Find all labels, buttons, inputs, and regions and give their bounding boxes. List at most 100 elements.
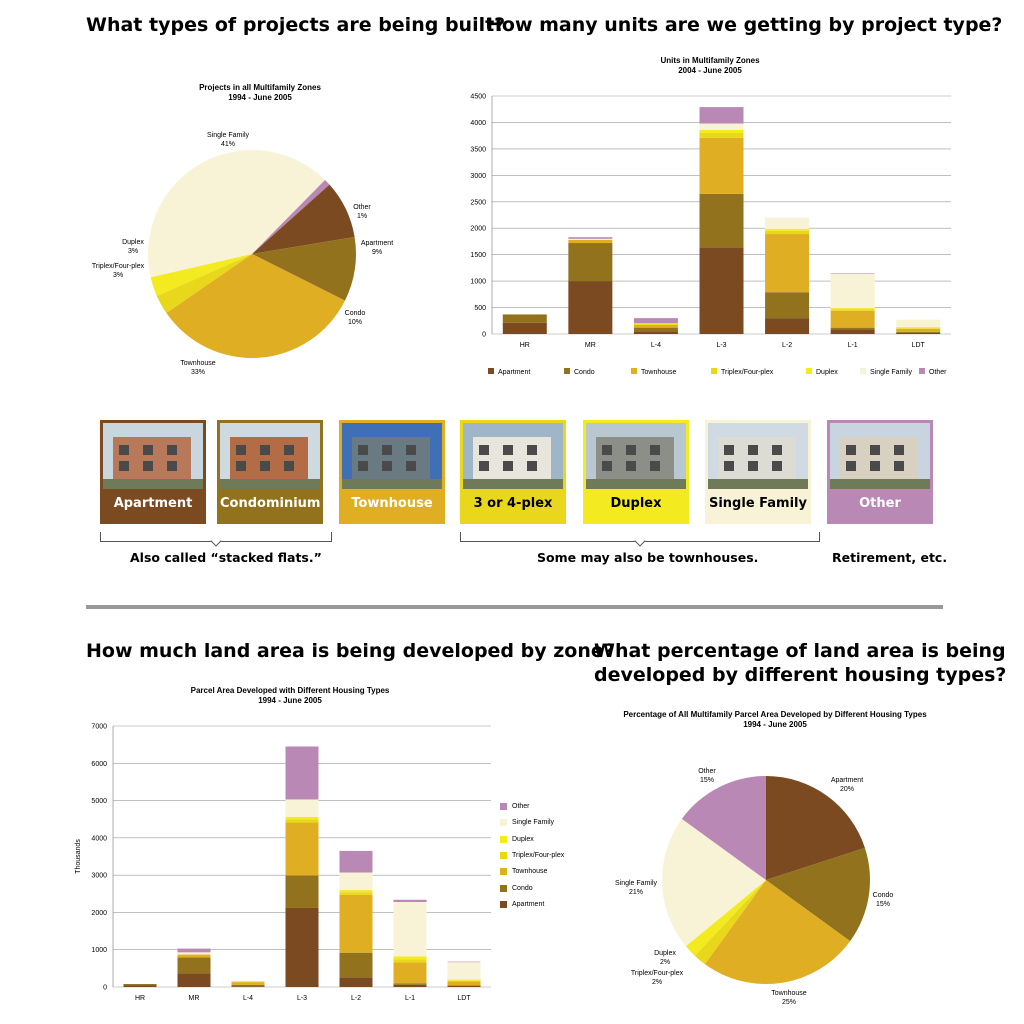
bar1-bar-mr-single-family bbox=[568, 238, 613, 240]
bar1-bar-l-1-duplex bbox=[830, 308, 875, 310]
bar1-bar-l-1-single-family bbox=[830, 273, 875, 309]
bar2-xtick-label: LDT bbox=[457, 995, 471, 1002]
bar1-legend-swatch-apartment bbox=[488, 368, 494, 374]
bar2-bar-l-4-apartment bbox=[231, 986, 265, 987]
apartment-photo bbox=[103, 423, 203, 489]
bar1-legend-label-condo: Condo bbox=[574, 369, 595, 376]
photo-card-label: Duplex bbox=[610, 496, 662, 511]
photo-card-3-or-4-plex: 3 or 4-plex bbox=[460, 420, 566, 524]
bar1-legend-label-duplex: Duplex bbox=[816, 369, 838, 376]
bar1-legend-swatch-single-family bbox=[860, 368, 866, 374]
bar1-bar-l-2-townhouse bbox=[765, 234, 810, 293]
bar1-ytick-label: 4000 bbox=[470, 120, 486, 127]
bar2-xtick-label: L-3 bbox=[297, 995, 307, 1002]
section-divider bbox=[86, 605, 943, 609]
bar1-legend-label-apartment: Apartment bbox=[498, 369, 530, 376]
bar2-bar-l-2-apartment bbox=[339, 977, 373, 987]
bar1-bar-l-2-apartment bbox=[765, 318, 810, 334]
bar2-bar-l-3-condo bbox=[285, 875, 319, 908]
pie2-pct-condo: 15% bbox=[876, 901, 890, 908]
bar2-bar-l-3-other bbox=[285, 746, 319, 800]
pie2-slice-condo bbox=[766, 847, 870, 942]
bar1-xtick-label: MR bbox=[585, 342, 596, 349]
pie1-label-other: Other bbox=[353, 204, 371, 211]
bar2-bar-ldt-condo bbox=[447, 985, 481, 986]
photo-card-label: Apartment bbox=[113, 496, 193, 511]
bar1-bar-l-4-other bbox=[633, 318, 678, 324]
photo-card-label: Condominium bbox=[220, 496, 321, 511]
pie1-title-block: Projects in all Multifamily Zones 1994 -… bbox=[140, 83, 380, 103]
pie2-label-triplex-four-plex: Triplex/Four-plex bbox=[631, 970, 684, 977]
bar2-xtick-label: HR bbox=[135, 995, 145, 1002]
pie-chart-projects: Single Family 41% Other 1% Apartment 9% Condo 1… bbox=[92, 132, 393, 376]
bar2-xtick-label: L-2 bbox=[351, 995, 361, 1002]
bar2-legend-item-apartment: Apartment bbox=[500, 900, 545, 908]
condominium-photo bbox=[220, 423, 320, 489]
bar2-bar-l-1-townhouse bbox=[393, 962, 427, 984]
bar2-bar-l-4-duplex bbox=[231, 981, 265, 982]
bar1-ytick-label: 3000 bbox=[470, 173, 486, 180]
bar2-legend-item-duplex: Duplex bbox=[500, 835, 534, 843]
bar2-bar-ldt-duplex bbox=[447, 979, 481, 981]
bar2-legend-label: Apartment bbox=[512, 900, 545, 908]
bar2-bar-ldt-apartment bbox=[447, 985, 481, 987]
bar1-xtick-label: LDT bbox=[912, 342, 926, 349]
photo-card-label: Single Family bbox=[708, 496, 807, 511]
bar2-xtick-label: L-1 bbox=[405, 995, 415, 1002]
bar1-bar-l-3-single-family bbox=[699, 123, 744, 130]
bar1-bar-l-3-duplex bbox=[699, 129, 744, 134]
bar2-bar-l-4-condo bbox=[231, 984, 265, 987]
bar1-legend-swatch-condo bbox=[564, 368, 570, 374]
bar2-bar-l-3-single-family bbox=[285, 799, 319, 817]
pie2-title: Percentage of All Multifamily Parcel Are… bbox=[623, 710, 927, 719]
bar2-legend-swatch bbox=[500, 851, 507, 859]
pie2-label-apartment: Apartment bbox=[831, 777, 863, 784]
bar1-bar-l-3-other bbox=[699, 107, 744, 124]
bar1-ytick-label: 3500 bbox=[470, 146, 486, 153]
bar2-ylabel: Thousands bbox=[75, 839, 82, 874]
bar1-bar-l-1-other bbox=[830, 273, 875, 274]
bar2-xtick-label: L-4 bbox=[243, 995, 253, 1002]
bar2-bar-l-1-other bbox=[393, 899, 427, 902]
3-or-4-plex-photo bbox=[463, 423, 563, 489]
bar2-bar-l-2-other bbox=[339, 850, 373, 873]
heading-units-by-type: How many units are we getting by project… bbox=[486, 14, 1003, 36]
bar1-bar-l-2-duplex bbox=[765, 228, 810, 231]
bar1-bar-l-1-triplex-four-plex bbox=[830, 309, 875, 311]
pie2-subtitle: 1994 - June 2005 bbox=[743, 720, 807, 729]
note-stacked-flats: Also called “stacked flats.” bbox=[130, 550, 322, 565]
bar2-bar-l-2-condo bbox=[339, 952, 373, 978]
bar2-ytick-label: 3000 bbox=[91, 873, 107, 880]
bar2-bar-l-3-townhouse bbox=[285, 822, 319, 876]
bar2-bar-mr-condo bbox=[177, 957, 211, 974]
photo-card-label: Townhouse bbox=[351, 496, 433, 511]
bar2-bar-ldt-other bbox=[447, 961, 481, 963]
pie2-pct-single-family: 21% bbox=[629, 889, 643, 896]
bar2-bar-l-1-apartment bbox=[393, 984, 427, 987]
bar1-legend-label-other: Other bbox=[929, 369, 947, 376]
bar1-ytick-label: 4500 bbox=[470, 94, 486, 101]
bar2-title: Parcel Area Developed with Different Hou… bbox=[190, 686, 390, 695]
bar2-bar-l-1-single-family bbox=[393, 901, 427, 957]
bar2-bar-hr-apartment bbox=[123, 985, 157, 987]
pie2-pct-apartment: 20% bbox=[840, 786, 854, 793]
bar2-ytick-label: 5000 bbox=[91, 798, 107, 805]
bar2-bar-l-3-apartment bbox=[285, 907, 319, 987]
heading-land-area-by-type-line1: What percentage of land area is being bbox=[594, 640, 1006, 662]
townhouse-photo bbox=[342, 423, 442, 489]
pie2-label-condo: Condo bbox=[873, 892, 894, 899]
bar2-legend-swatch bbox=[500, 803, 507, 810]
bar2-bar-ldt-triplex-four-plex bbox=[447, 980, 481, 982]
bar1-bar-l-4-single-family bbox=[633, 323, 678, 324]
pie1-slice-apartment bbox=[252, 184, 355, 254]
pie1-label-duplex: Duplex bbox=[122, 239, 144, 246]
bar1-legend-label-single-family: Single Family bbox=[870, 369, 913, 376]
bar1-ytick-label: 0 bbox=[482, 332, 486, 339]
bar2-ytick-label: 6000 bbox=[91, 761, 107, 768]
heading-land-area-by-zone: How much land area is being developed by… bbox=[86, 640, 615, 662]
bar1-xtick-label: L-3 bbox=[716, 342, 726, 349]
bar2-legend-item-other: Other bbox=[500, 803, 530, 810]
bar1-bar-hr-apartment bbox=[502, 322, 547, 334]
bar-chart-units: 0 500 1000 1500 2000 2500 3000 3500 4000 4500 HR MR… bbox=[470, 94, 951, 376]
bar2-legend-item-condo: Condo bbox=[500, 884, 533, 892]
